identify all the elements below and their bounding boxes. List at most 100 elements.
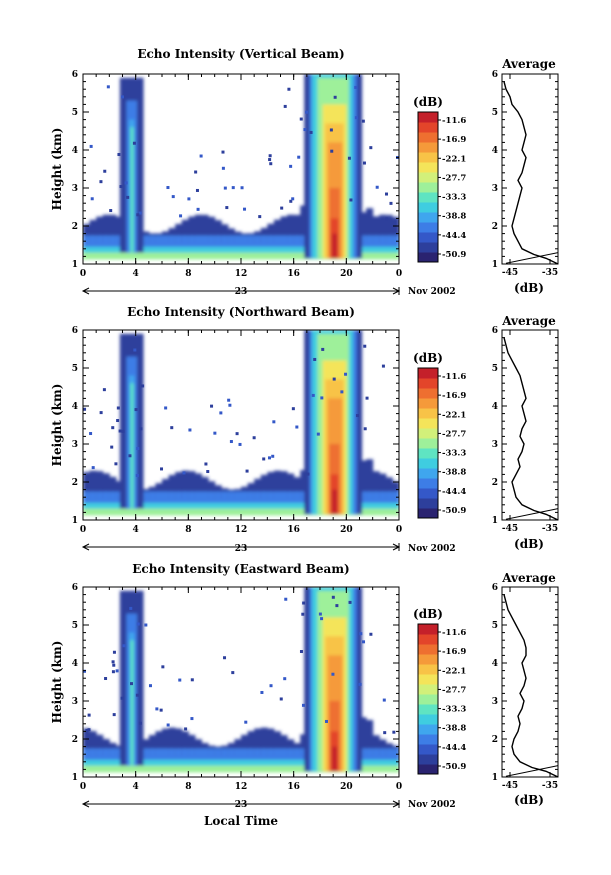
- colorbar-swatch: [418, 378, 438, 389]
- echo-speckle: [121, 95, 125, 99]
- profile-y-tick-label: 3: [492, 697, 498, 707]
- echo-speckle: [313, 357, 317, 361]
- colorbar-swatch: [418, 418, 438, 429]
- echo-cell: [168, 748, 176, 764]
- colorbar-tick-label: -50.9: [442, 506, 466, 516]
- echo-speckle: [155, 707, 159, 711]
- profile-y-tick-label: 2: [492, 478, 498, 488]
- day-bar-arrow: [81, 287, 90, 295]
- echo-field: [83, 74, 399, 260]
- echo-speckle: [385, 192, 389, 196]
- echo-speckle: [134, 408, 138, 412]
- echo-speckle: [348, 600, 352, 604]
- echo-speckle: [268, 154, 272, 158]
- x-tick-label: 12: [235, 782, 248, 792]
- colorbar-swatch: [418, 634, 438, 645]
- colorbar-title: (dB): [413, 607, 443, 621]
- profile-frame: [501, 73, 559, 265]
- day-bar: [81, 800, 401, 808]
- echo-speckle: [284, 597, 288, 601]
- echo-cell: [366, 748, 374, 764]
- echo-speckle: [362, 161, 366, 165]
- echo-cell: [293, 748, 301, 764]
- colorbar-tick-label: -50.9: [442, 762, 466, 772]
- echo-speckle: [331, 672, 335, 676]
- echo-speckle: [126, 195, 130, 199]
- profile-y-tick-label: 3: [492, 184, 498, 194]
- echo-speckle: [129, 682, 133, 686]
- profile-plot: 1 2 3 4 5 6 -45 -35: [492, 583, 559, 791]
- echo-speckle: [171, 195, 175, 199]
- profile-y-tick-label: 2: [492, 222, 498, 232]
- echo-speckle: [221, 166, 225, 170]
- colorbar-swatch: [418, 644, 438, 655]
- echo-speckle: [347, 156, 351, 160]
- echo-cell: [385, 235, 393, 251]
- colorbar-tick-label: -16.9: [442, 391, 466, 401]
- echo-cell: [181, 219, 189, 244]
- echo-speckle: [344, 372, 348, 376]
- y-tick-label: 3: [72, 184, 78, 194]
- echo-cell: [214, 220, 222, 244]
- colorbar-tick-label: -27.7: [442, 429, 466, 439]
- y-axis: 1 2 3 4 5 6: [72, 326, 399, 526]
- day-label: 23: [235, 287, 248, 297]
- echo-speckle: [225, 206, 229, 210]
- colorbar-tick-label: -44.4: [442, 487, 466, 497]
- echo-cell: [83, 224, 91, 244]
- echo-cell: [267, 235, 275, 251]
- echo-cell: [102, 235, 110, 251]
- echo-cell: [379, 214, 387, 244]
- colorbar-swatch: [418, 202, 438, 213]
- echo-cell: [247, 483, 255, 500]
- echo-cell: [175, 472, 183, 500]
- echo-cell: [188, 491, 196, 507]
- profile-y-tick-label: 4: [492, 146, 498, 156]
- echo-cell: [247, 235, 255, 251]
- echo-cell: [392, 491, 399, 507]
- profile-x-tick-label: -35: [542, 268, 558, 278]
- echo-speckle: [190, 678, 194, 682]
- echo-cell: [201, 477, 209, 500]
- echo-speckle: [331, 595, 335, 599]
- colorbar-swatch: [418, 508, 438, 519]
- echo-speckle: [291, 407, 295, 411]
- colorbar-tick-label: -50.9: [442, 250, 466, 260]
- profile-surface-line: [505, 252, 559, 264]
- echo-cell: [273, 748, 281, 764]
- colorbar-tick-label: -44.4: [442, 231, 466, 241]
- echo-speckle: [112, 650, 116, 654]
- echo-speckle: [262, 457, 266, 461]
- echo-cell: [89, 491, 97, 507]
- echo-speckle: [358, 682, 362, 686]
- x-tick-label: 16: [287, 269, 300, 279]
- echo-cell: [287, 491, 295, 507]
- x-tick-label: 12: [235, 525, 248, 535]
- profile-x-label: (dB): [514, 537, 544, 551]
- colorbar-swatch: [418, 222, 438, 233]
- colorbar-tick-label: -11.6: [442, 116, 466, 126]
- echo-cell: [96, 471, 104, 500]
- colorbar-tick-label: -27.7: [442, 685, 466, 695]
- colorbar-swatch: [418, 754, 438, 765]
- echo-speckle: [166, 186, 170, 190]
- echo-cell: [372, 216, 380, 244]
- echo-cell: [115, 748, 123, 764]
- echo-speckle: [332, 377, 336, 381]
- echo-cell: [148, 491, 156, 507]
- echo-cell: [83, 472, 91, 500]
- colorbar-tick-label: -27.7: [442, 173, 466, 183]
- echo-field: [83, 330, 399, 516]
- echo-cell: [194, 491, 202, 507]
- echo-column: [130, 127, 134, 253]
- echo-speckle: [210, 404, 214, 408]
- echo-cell: [366, 208, 374, 244]
- panel-eastward-beam: Echo Intensity (Eastward Beam) 0 4 8 12 16 20…: [50, 562, 559, 828]
- echo-cell: [181, 491, 189, 507]
- colorbar-swatch: [418, 468, 438, 479]
- echo-cell: [162, 491, 170, 507]
- echo-cell: [96, 748, 104, 764]
- colorbar-tick-label: -33.3: [442, 193, 466, 203]
- echo-cell: [392, 748, 399, 764]
- profile-x-tick-label: -45: [502, 524, 518, 534]
